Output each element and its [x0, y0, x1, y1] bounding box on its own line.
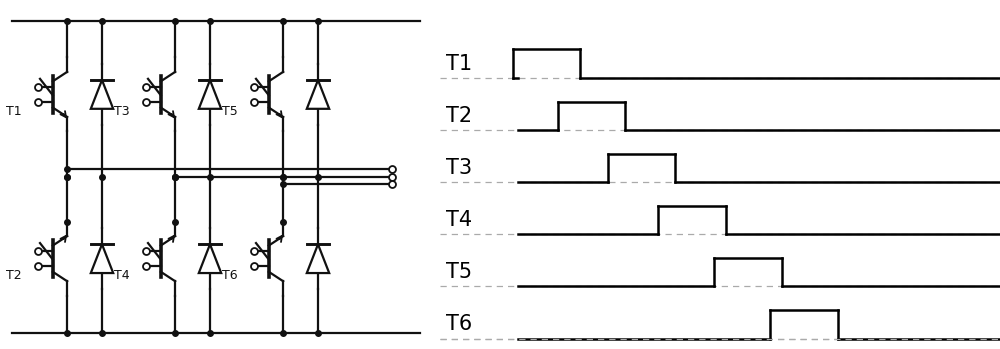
- Polygon shape: [199, 244, 221, 273]
- Polygon shape: [307, 244, 329, 273]
- Polygon shape: [307, 80, 329, 109]
- Text: T4: T4: [446, 210, 472, 230]
- Polygon shape: [199, 80, 221, 109]
- Text: T5: T5: [446, 262, 472, 282]
- Text: T4: T4: [114, 269, 130, 282]
- Polygon shape: [91, 80, 113, 109]
- Text: T1: T1: [6, 105, 22, 118]
- Text: T3: T3: [114, 105, 130, 118]
- Text: T6: T6: [222, 269, 238, 282]
- Text: T5: T5: [222, 105, 238, 118]
- Text: T3: T3: [446, 158, 472, 178]
- Polygon shape: [91, 244, 113, 273]
- Text: T1: T1: [446, 54, 472, 74]
- Text: T2: T2: [446, 106, 472, 126]
- Text: T6: T6: [446, 314, 472, 334]
- Text: T2: T2: [6, 269, 22, 282]
